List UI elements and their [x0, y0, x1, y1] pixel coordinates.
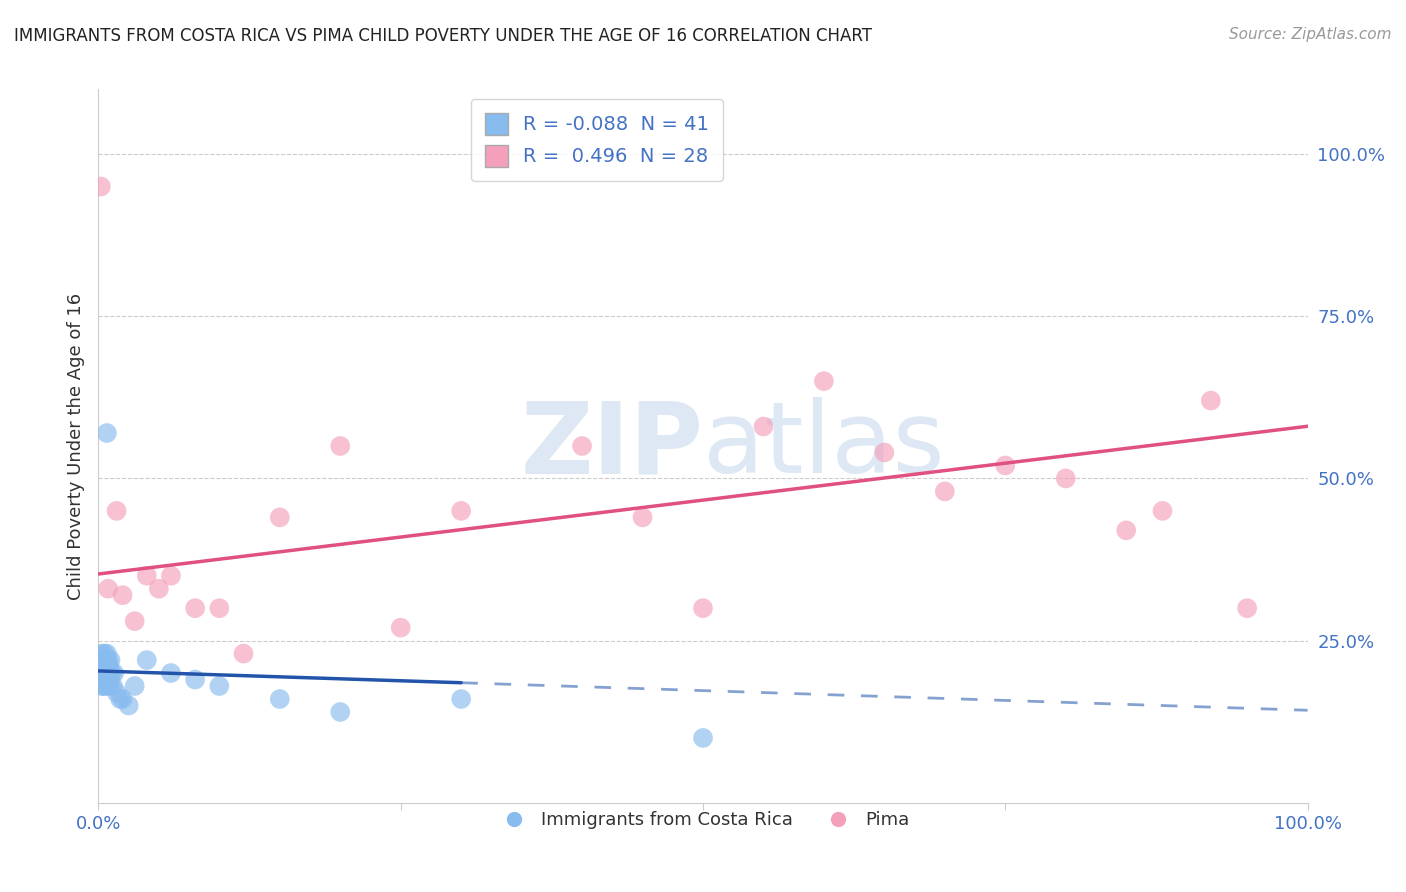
Point [135, 568, 157, 582]
Point [96, 425, 118, 440]
Point [1236, 601, 1258, 615]
Point [1054, 471, 1077, 485]
Point [208, 679, 231, 693]
Point [91, 679, 114, 693]
Point [91, 647, 114, 661]
Point [269, 692, 291, 706]
Point [96, 647, 118, 661]
Point [208, 601, 231, 615]
Point [232, 647, 254, 661]
Point [692, 601, 714, 615]
Point [94, 653, 117, 667]
Point [90, 179, 112, 194]
Point [135, 653, 157, 667]
Point [184, 673, 207, 687]
Point [98, 679, 121, 693]
Point [1152, 504, 1174, 518]
Point [97, 653, 120, 667]
Point [94, 666, 117, 681]
Point [94, 679, 117, 693]
Point [90, 673, 112, 687]
Point [450, 504, 472, 518]
Point [96, 673, 118, 687]
Text: Source: ZipAtlas.com: Source: ZipAtlas.com [1229, 27, 1392, 42]
Point [97, 666, 120, 681]
Point [91, 659, 114, 673]
Point [89, 666, 111, 681]
Point [873, 445, 896, 459]
Point [90, 653, 112, 667]
Point [100, 673, 122, 687]
Point [124, 614, 146, 628]
Point [111, 692, 134, 706]
Point [160, 666, 183, 681]
Point [101, 679, 124, 693]
Legend: Immigrants from Costa Rica, Pima: Immigrants from Costa Rica, Pima [489, 805, 917, 837]
Text: ZIP: ZIP [520, 398, 703, 494]
Point [103, 666, 125, 681]
Point [91, 653, 114, 667]
Point [631, 510, 654, 524]
Point [571, 439, 593, 453]
Point [994, 458, 1017, 473]
Point [184, 601, 207, 615]
Point [269, 510, 291, 524]
Point [118, 698, 141, 713]
Point [934, 484, 956, 499]
Point [1115, 524, 1137, 538]
Text: IMMIGRANTS FROM COSTA RICA VS PIMA CHILD POVERTY UNDER THE AGE OF 16 CORRELATION: IMMIGRANTS FROM COSTA RICA VS PIMA CHILD… [14, 27, 872, 45]
Point [329, 705, 352, 719]
Point [389, 621, 412, 635]
Text: atlas: atlas [703, 398, 945, 494]
Point [100, 653, 122, 667]
Point [1199, 393, 1222, 408]
Point [93, 647, 115, 661]
Point [97, 582, 120, 596]
Point [91, 666, 114, 681]
Point [124, 679, 146, 693]
Point [692, 731, 714, 745]
Point [148, 582, 170, 596]
Point [111, 588, 134, 602]
Point [160, 568, 183, 582]
Point [91, 679, 114, 693]
Y-axis label: Child Poverty Under the Age of 16: Child Poverty Under the Age of 16 [66, 293, 84, 599]
Point [752, 419, 775, 434]
Point [108, 692, 131, 706]
Point [93, 673, 115, 687]
Point [93, 659, 115, 673]
Point [105, 504, 128, 518]
Point [96, 659, 118, 673]
Point [100, 666, 122, 681]
Point [813, 374, 835, 388]
Point [450, 692, 472, 706]
Point [105, 685, 128, 699]
Point [329, 439, 352, 453]
Point [98, 659, 121, 673]
